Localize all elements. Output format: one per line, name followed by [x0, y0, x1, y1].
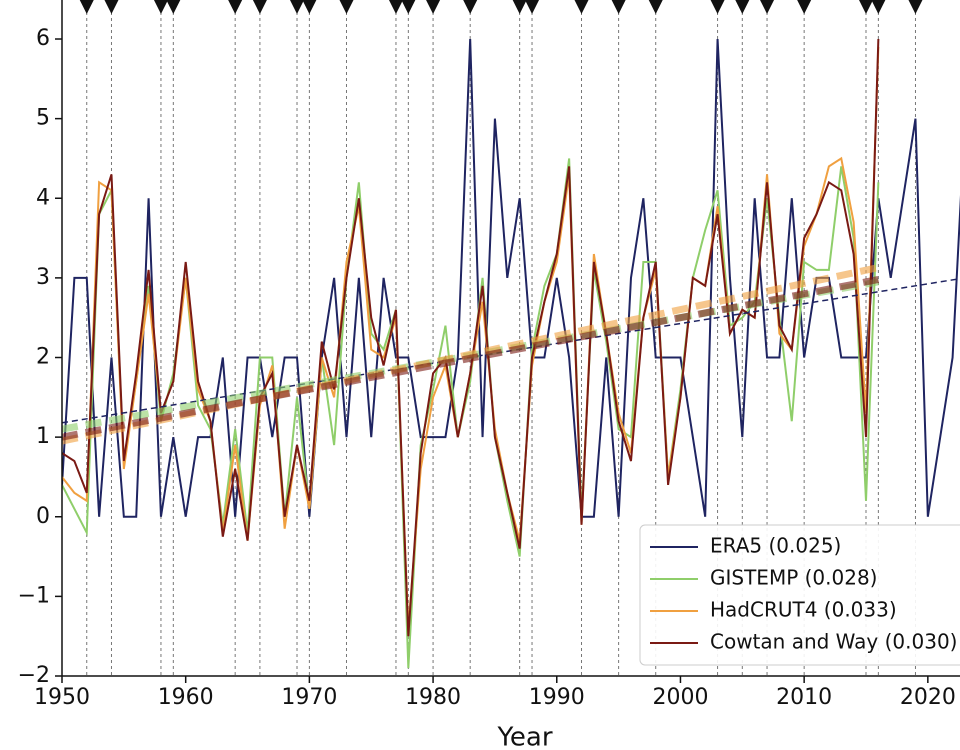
event-marker — [401, 0, 416, 14]
event-marker — [426, 0, 441, 14]
event-marker — [710, 0, 725, 14]
legend-label: Cowtan and Way (0.030) — [710, 630, 957, 654]
y-tick-label: 5 — [36, 106, 50, 131]
x-axis-label: Year — [496, 723, 552, 750]
series-line — [62, 38, 880, 637]
event-marker — [228, 0, 243, 14]
x-tick-label: 2000 — [652, 685, 708, 710]
y-tick-label: −1 — [18, 583, 50, 608]
event-marker — [760, 0, 775, 14]
x-tick-label: 1960 — [158, 685, 214, 710]
x-tick-label: 1980 — [405, 685, 461, 710]
event-marker — [153, 0, 168, 14]
x-tick-label: 1970 — [281, 685, 337, 710]
event-marker — [104, 0, 119, 14]
event-marker — [166, 0, 181, 14]
event-marker — [574, 0, 589, 14]
event-marker — [512, 0, 527, 14]
series-line — [62, 38, 960, 518]
legend-label: ERA5 (0.025) — [710, 534, 841, 558]
event-marker — [463, 0, 478, 14]
legend-box — [639, 524, 960, 666]
y-tick-label: 0 — [36, 504, 50, 529]
y-tick-label: 4 — [36, 185, 50, 210]
event-marker — [525, 0, 540, 14]
event-marker — [871, 0, 886, 14]
event-marker — [797, 0, 812, 14]
trend-line — [62, 264, 880, 445]
x-tick-label: 1990 — [529, 685, 585, 710]
event-marker — [735, 0, 750, 14]
event-marker — [339, 0, 354, 14]
event-marker — [388, 0, 403, 14]
event-marker — [290, 0, 305, 14]
trend-line — [62, 276, 880, 441]
y-tick-label: 3 — [36, 265, 50, 290]
plot-area — [62, 0, 960, 676]
y-tick-label: −2 — [18, 663, 50, 688]
x-tick-label: 1950 — [34, 685, 90, 710]
x-tick-label: 2020 — [900, 685, 956, 710]
event-marker — [302, 0, 317, 14]
legend-label: GISTEMP (0.028) — [710, 566, 877, 590]
event-marker — [611, 0, 626, 14]
legend-label: HadCRUT4 (0.033) — [710, 598, 897, 622]
y-tick-label: 2 — [36, 345, 50, 370]
event-marker — [79, 0, 94, 14]
event-marker — [252, 0, 267, 14]
event-marker — [908, 0, 923, 14]
series-line — [62, 158, 880, 669]
x-tick-label: 2010 — [776, 685, 832, 710]
y-tick-label: 6 — [36, 26, 50, 51]
y-tick-label: 1 — [36, 424, 50, 449]
event-marker — [858, 0, 873, 14]
event-marker — [648, 0, 663, 14]
